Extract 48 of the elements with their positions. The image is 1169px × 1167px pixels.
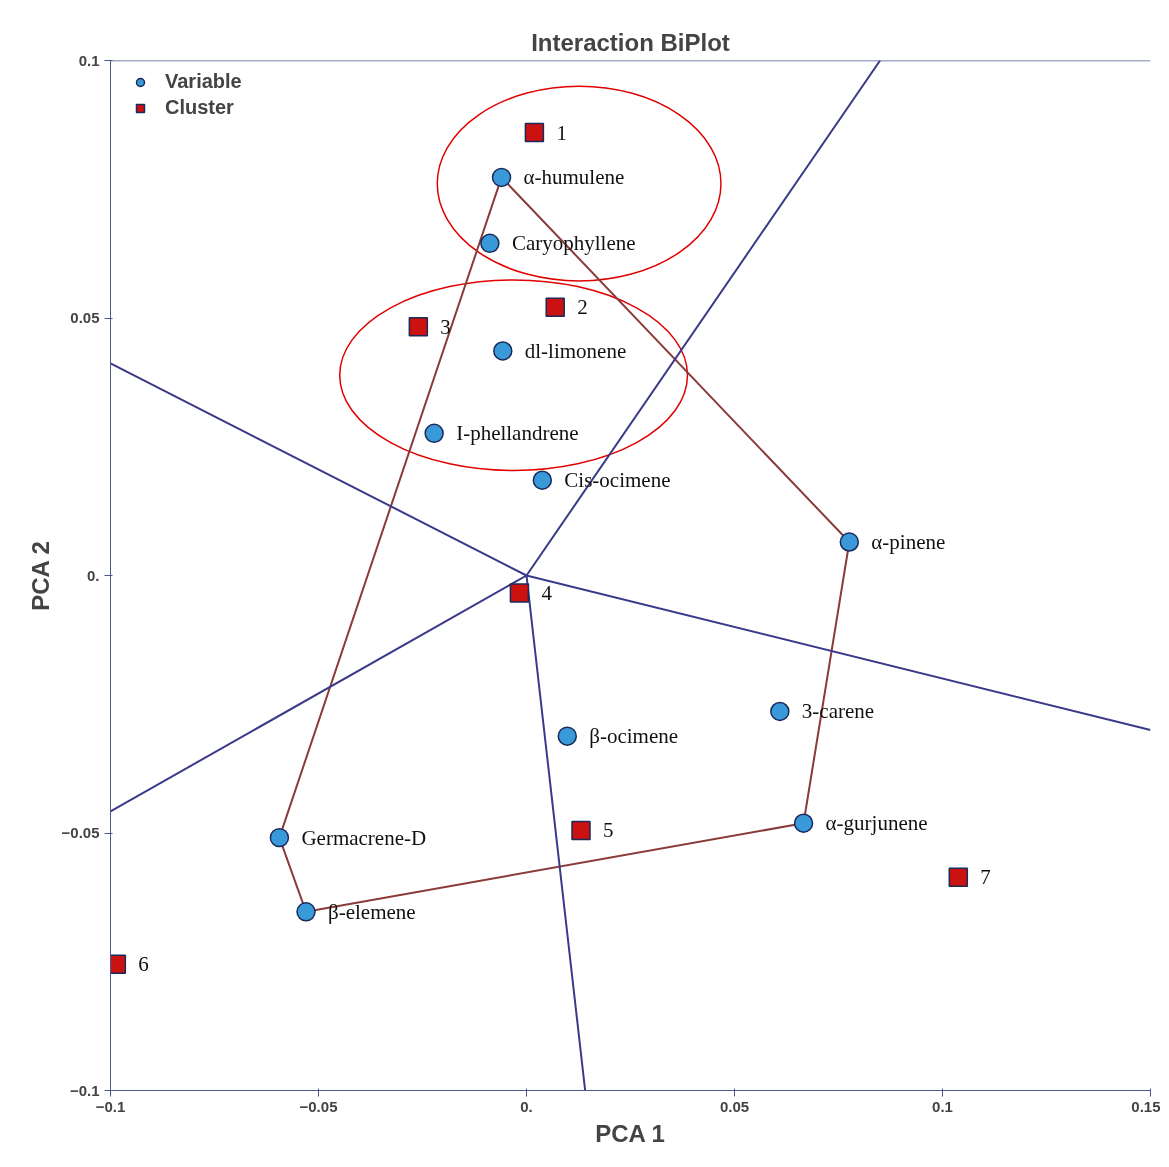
annotation: α-gurjunene [825, 811, 928, 836]
x-tick-label: 0.05 [719, 1097, 750, 1115]
point [557, 726, 578, 746]
annotation: β-ocimene [589, 724, 679, 749]
annotation: 3 [440, 314, 451, 339]
y-tick-label: −0.05 [61, 824, 100, 841]
point [770, 701, 790, 722]
y-tick-label: 0.05 [70, 309, 100, 326]
point [545, 297, 565, 317]
annotation: dl-limonene [524, 338, 627, 363]
point [571, 820, 591, 841]
y-axis-title: PCA 2 [26, 541, 54, 611]
point [269, 827, 290, 848]
annotation: I-phellandrene [456, 421, 579, 446]
annotation: α-humulene [523, 165, 625, 190]
annotation: 1 [556, 120, 567, 145]
point [296, 902, 316, 922]
y-tick-label: −0.1 [69, 1081, 100, 1099]
annotation: 5 [603, 818, 614, 843]
point [793, 813, 814, 833]
annotation: 2 [577, 295, 588, 320]
point [424, 423, 444, 444]
annotation: Germacrene-D [301, 825, 427, 850]
annotation: 6 [138, 952, 149, 977]
x-tick-label: 0.1 [932, 1097, 953, 1115]
x-tick-label: −0.05 [299, 1097, 338, 1115]
point [532, 470, 553, 490]
y-tick-label: 0.1 [78, 51, 100, 69]
point [839, 532, 860, 552]
point [480, 233, 500, 254]
x-axis-title: PCA 1 [595, 1119, 665, 1147]
chart-title: Interaction BiPlot [531, 28, 730, 56]
point [948, 867, 969, 888]
legend-label: Cluster [165, 96, 234, 119]
annotation: 4 [541, 581, 553, 606]
x-tick-label: −0.1 [95, 1097, 126, 1115]
point [493, 341, 513, 361]
x-tick-label: 0. [520, 1097, 533, 1115]
annotation: β-elemene [328, 899, 416, 924]
point [491, 167, 512, 188]
point [408, 317, 429, 337]
x-tick-label: 0.15 [1131, 1097, 1161, 1115]
point [524, 122, 545, 143]
annotation: 7 [980, 865, 991, 890]
y-tick-label: 0. [86, 566, 100, 584]
legend-label: Variable [165, 70, 242, 93]
annotation: α-pinene [871, 530, 946, 555]
point [509, 583, 530, 603]
